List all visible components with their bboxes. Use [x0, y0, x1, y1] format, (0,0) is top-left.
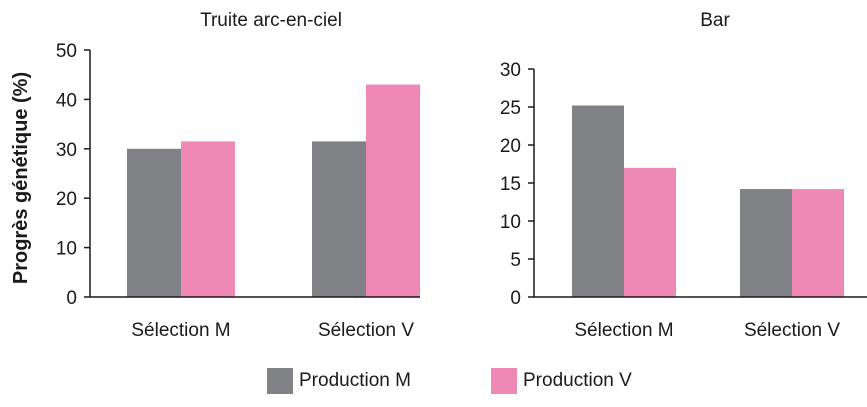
y-tick-label: 20 — [56, 189, 77, 210]
chart-panel-bar: Bar 0 5 10 15 20 25 30 Sélection M Sélection V — [500, 10, 867, 341]
y-tick-label: 0 — [510, 288, 521, 309]
chart-panel-truite: Truite arc-en-ciel 0 10 20 30 40 50 Sélection M… — [56, 10, 420, 341]
y-tick-label: 25 — [500, 98, 521, 119]
x-category-label: Sélection V — [318, 320, 414, 341]
bar-production-m-0 — [127, 148, 181, 297]
legend-item-production-m: Production M — [267, 368, 411, 394]
bar-production-v-1 — [792, 189, 844, 297]
y-tick-label: 20 — [500, 136, 521, 157]
y-tick-label: 0 — [66, 288, 77, 309]
y-axis-label: Progrès génétique (%) — [10, 72, 32, 284]
x-category-label: Sélection V — [744, 320, 840, 341]
legend-swatch-production-m — [267, 368, 293, 394]
y-tick-label: 15 — [500, 174, 521, 195]
chart-title-0: Truite arc-en-ciel — [200, 10, 342, 31]
chart-title-1: Bar — [700, 10, 730, 31]
bar-production-m-1 — [740, 189, 792, 297]
x-category-label: Sélection M — [574, 320, 673, 341]
y-tick-label: 40 — [56, 90, 77, 111]
y-tick-label: 30 — [500, 60, 521, 81]
bar-production-v-0 — [181, 141, 235, 297]
legend-item-production-v: Production V — [491, 368, 632, 394]
y-tick-label: 30 — [56, 140, 77, 161]
y-tick-label: 10 — [500, 212, 521, 233]
legend-label-production-m: Production M — [299, 370, 411, 391]
bar-production-m-0 — [572, 105, 624, 297]
y-tick-label: 5 — [510, 250, 521, 271]
x-category-label: Sélection M — [131, 320, 230, 341]
bar-production-v-0 — [624, 167, 676, 297]
legend-swatch-production-v — [491, 368, 517, 394]
y-tick-label: 10 — [56, 239, 77, 260]
legend-label-production-v: Production V — [523, 370, 632, 391]
bar-production-v-1 — [366, 84, 420, 297]
bar-production-m-1 — [312, 141, 366, 297]
y-tick-label: 50 — [56, 41, 77, 62]
